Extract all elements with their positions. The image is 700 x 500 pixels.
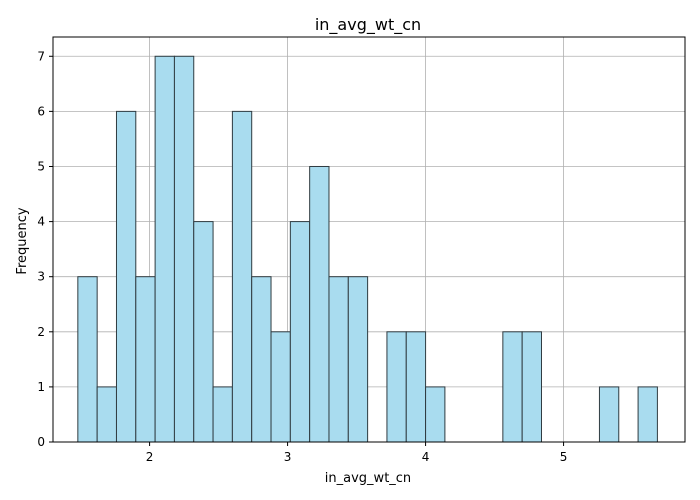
axis-ticks: 2 3 4 5 0 1 2 3 4 5 6 7: [37, 49, 567, 464]
y-tick-label: 6: [37, 104, 45, 118]
y-tick-label: 4: [37, 215, 45, 229]
histogram-bar: [270, 331, 291, 443]
histogram-bar: [212, 386, 233, 443]
histogram-bar: [386, 331, 407, 443]
y-tick-label: 1: [37, 380, 45, 394]
y-tick-label: 2: [37, 325, 45, 339]
x-tick-label: 5: [560, 450, 568, 464]
histogram-bar: [96, 386, 117, 443]
histogram-bar: [115, 110, 137, 443]
histogram-bar: [637, 386, 658, 443]
histogram-bar: [251, 276, 272, 443]
y-tick-label: 7: [37, 49, 45, 63]
plot-frame: [52, 36, 686, 443]
histogram-bar: [173, 55, 195, 443]
x-tick-label: 3: [284, 450, 292, 464]
chart-title: in_avg_wt_cn: [315, 15, 421, 35]
x-tick-label: 4: [422, 450, 430, 464]
histogram-bars: [77, 55, 658, 443]
y-tick-label: 0: [37, 435, 45, 449]
histogram-bar: [405, 331, 427, 443]
x-tick-label: 2: [146, 450, 154, 464]
histogram-bar: [309, 165, 330, 443]
histogram-bar: [289, 221, 311, 443]
y-axis-label: Frequency: [15, 207, 30, 274]
x-axis-label: in_avg_wt_cn: [325, 471, 411, 486]
histogram-bar: [154, 55, 175, 443]
histogram-bar: [502, 331, 523, 443]
histogram-bar: [521, 331, 542, 443]
histogram-bar: [425, 386, 446, 443]
histogram-bar: [598, 386, 620, 443]
y-tick-label: 5: [37, 159, 45, 173]
histogram-bar: [77, 276, 98, 443]
histogram-bar: [135, 276, 156, 443]
histogram-bar: [193, 221, 214, 443]
y-tick-label: 3: [37, 270, 45, 284]
histogram-bar: [347, 276, 369, 443]
histogram-bar: [328, 276, 349, 443]
histogram-bar: [231, 110, 253, 443]
